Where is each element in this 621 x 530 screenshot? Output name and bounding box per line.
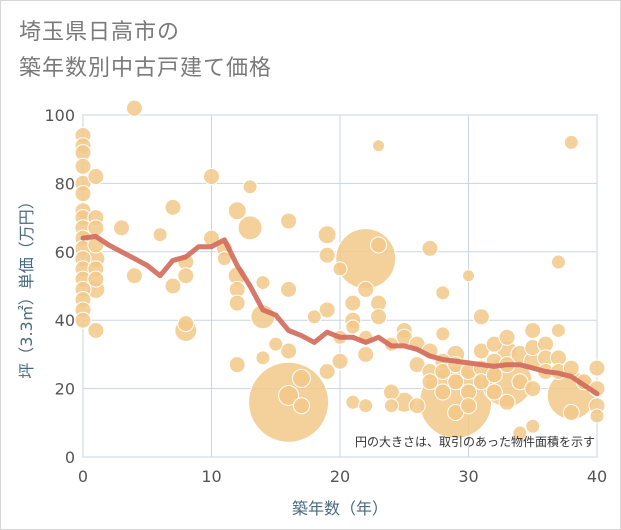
- bubble-point: [408, 397, 426, 415]
- bubble-point: [421, 373, 439, 391]
- y-tick-label: 100: [44, 106, 75, 125]
- bubble-point: [228, 356, 246, 374]
- bubble-point: [332, 261, 348, 277]
- bubble-point: [242, 179, 258, 195]
- bubble-point: [164, 198, 182, 216]
- bubble-point: [237, 215, 263, 241]
- bubble-point: [435, 285, 451, 301]
- bubble-point: [87, 270, 105, 288]
- bubble-point: [462, 269, 475, 283]
- bubble-point: [255, 275, 271, 291]
- x-tick-label: 0: [78, 467, 88, 486]
- bubble-point: [74, 157, 92, 175]
- bubble-point: [524, 321, 542, 339]
- bubble-point: [306, 309, 322, 325]
- bubble-point: [524, 380, 542, 398]
- bubble-point: [447, 373, 465, 391]
- bubble-point: [87, 168, 105, 186]
- bubble-point: [292, 397, 310, 415]
- bubble-point: [498, 328, 516, 346]
- bubble-point: [344, 294, 362, 312]
- y-tick-label: 60: [55, 243, 75, 262]
- bubble-point: [498, 393, 516, 411]
- chart-title-line-1: 埼玉県日高市の: [19, 20, 181, 45]
- axis-ticks: 0 10 20 30 40 0 20 40 60 80 100: [44, 106, 607, 486]
- bubble-series: [74, 99, 606, 443]
- y-tick-label: 80: [55, 174, 75, 193]
- y-tick-label: 40: [55, 311, 75, 330]
- bubble-point: [317, 225, 337, 245]
- bubble-point: [255, 350, 271, 366]
- y-tick-label: 20: [55, 380, 75, 399]
- x-tick-label: 40: [587, 467, 607, 486]
- bubble-point: [382, 383, 400, 401]
- bubble-point: [345, 319, 361, 335]
- bubble-point: [562, 404, 580, 422]
- bubble-point: [370, 308, 388, 326]
- bubble-point: [485, 383, 503, 401]
- bubble-point: [588, 359, 606, 377]
- bubble-size-note: 円の大きさは、取引のあった物件面積を示す: [355, 434, 595, 449]
- bubble-point: [177, 267, 195, 285]
- bubble-point: [550, 322, 566, 338]
- trend-line: [80, 233, 600, 397]
- bubble-point: [318, 363, 336, 380]
- bubble-point: [345, 394, 361, 410]
- bubble-point: [485, 366, 503, 384]
- y-tick-label: 0: [65, 448, 75, 467]
- bubble-point: [280, 280, 298, 298]
- bubble-point: [74, 185, 92, 203]
- bubble-point: [370, 236, 388, 254]
- bubble-point: [203, 168, 220, 186]
- bubble-point: [525, 418, 541, 434]
- bubble-point: [512, 425, 528, 441]
- bubble-point: [563, 134, 579, 150]
- bubble-point: [358, 398, 374, 414]
- bubble-point: [280, 342, 298, 360]
- bubble-point: [113, 219, 131, 237]
- bubble-point: [357, 280, 375, 298]
- bubble-point: [435, 326, 451, 342]
- bubble-point: [589, 408, 605, 424]
- grid-lines: [82, 114, 598, 458]
- bubble-point: [318, 246, 336, 264]
- bubble-point: [74, 311, 92, 329]
- bubble-point: [280, 212, 298, 230]
- bubble-point: [383, 398, 399, 414]
- bubble-point: [434, 383, 452, 401]
- bubble-point: [472, 308, 490, 326]
- bubble-point: [331, 352, 349, 370]
- bubble-point: [87, 219, 105, 237]
- bubble-point: [291, 368, 311, 388]
- x-axis-title: 築年数（年）: [292, 499, 388, 518]
- x-tick-label: 30: [458, 467, 478, 486]
- bubble-point: [125, 99, 143, 117]
- bubble-point: [278, 384, 300, 406]
- chart-title: 埼玉県日高市の 築年数別中古戸建て価格: [19, 15, 272, 87]
- bubble-point: [372, 139, 386, 153]
- bubble-point: [550, 254, 566, 270]
- bubble-point: [357, 345, 375, 363]
- bubble-point: [335, 228, 397, 290]
- bubble-point: [152, 227, 168, 243]
- bubble-point: [125, 267, 143, 285]
- bubble-point: [164, 277, 182, 295]
- y-axis-title: 坪（3.3㎡）単価（万円）: [17, 193, 36, 378]
- bubble-point: [87, 321, 105, 339]
- x-tick-label: 20: [330, 467, 350, 486]
- chart-title-line-2: 築年数別中古戸建て価格: [19, 56, 273, 81]
- bubble-point: [177, 315, 195, 333]
- bubble-point: [228, 294, 246, 312]
- bubble-point: [421, 239, 439, 257]
- bubble-point: [460, 397, 477, 415]
- bubble-point: [318, 301, 336, 319]
- bubble-point: [227, 201, 247, 221]
- bubble-point: [268, 336, 284, 352]
- x-tick-label: 10: [201, 467, 221, 486]
